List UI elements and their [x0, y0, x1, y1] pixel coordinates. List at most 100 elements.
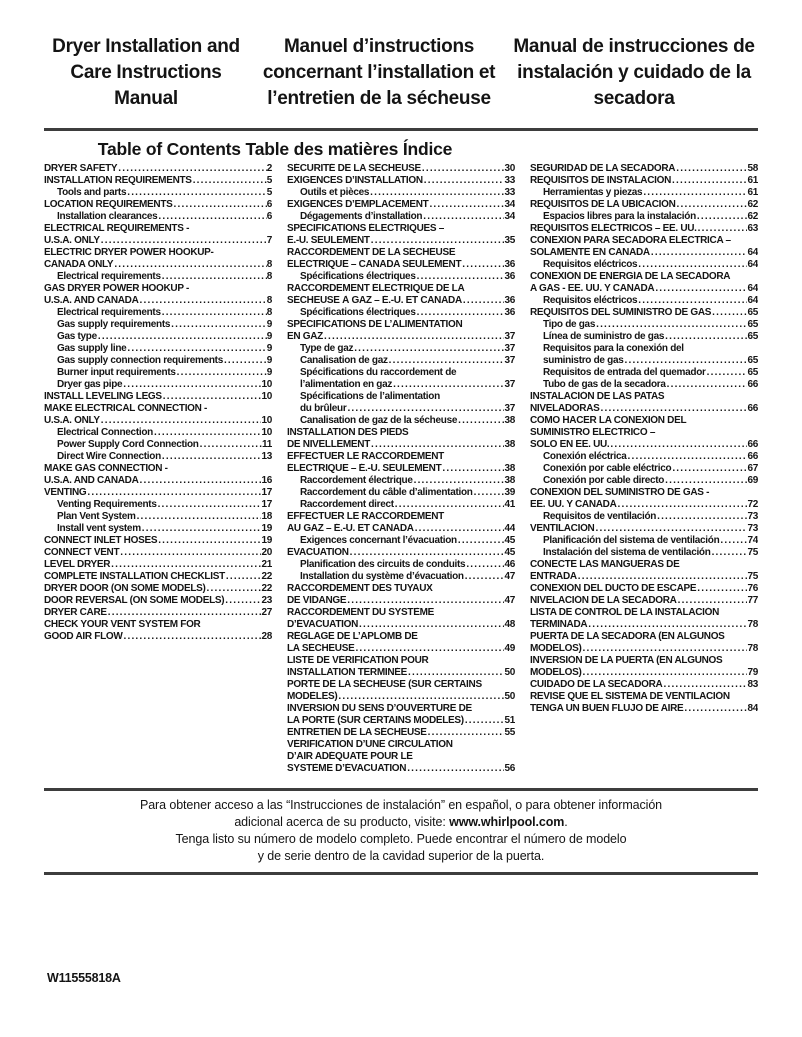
toc-entry: RACCORDEMENT DU SYSTÈME: [287, 607, 515, 619]
toc-entry-label: RACCORDEMENT ÉLECTRIQUE DE LA: [287, 283, 465, 294]
toc-dot-leader: ........................................…: [657, 511, 747, 522]
toc-dot-leader: ........................................…: [706, 367, 748, 378]
toc-entry-label: LOCATION REQUIREMENTS: [44, 199, 173, 210]
toc-dot-leader: ........................................…: [427, 727, 505, 738]
toc-page-number: 9: [266, 319, 272, 330]
toc-entry-label: TENGA UN BUEN FLUJO DE AIRE: [530, 703, 684, 714]
toc-dot-leader: ........................................…: [712, 307, 747, 318]
toc-page-number: 9: [266, 367, 272, 378]
toc-page-number: 38: [504, 463, 515, 474]
toc-entry-label: LISTE DE VÉRIFICATION POUR: [287, 655, 429, 666]
toc-entry-label: Installation du système d’évacuation: [300, 571, 464, 582]
toc-entry: REQUISITOS DEL SUMINISTRO DE GAS........…: [530, 307, 758, 319]
toc-page-number: 75: [747, 571, 758, 582]
toc-page-number: 36: [504, 271, 515, 282]
toc-dot-leader: ........................................…: [192, 175, 267, 186]
toc-page-number: 64: [747, 295, 758, 306]
toc-page-number: 21: [261, 559, 272, 570]
toc-entry-label: Herramientas y piezas: [543, 187, 643, 198]
toc-entry: EXIGENCES D’EMPLACEMENT.................…: [287, 199, 515, 211]
toc-entry-label: Spécifications de l’alimentation: [300, 391, 440, 402]
toc-dot-leader: ........................................…: [666, 379, 748, 390]
toc-entry-label: Exigences concernant l’évacuation: [300, 535, 457, 546]
toc-entry-label: RACCORDEMENT DU SYSTÈME: [287, 607, 434, 618]
toc-dot-leader: ........................................…: [650, 247, 748, 258]
toc-entry: É.-U. SEULEMENT.........................…: [287, 235, 515, 247]
toc-page-number: 47: [504, 571, 515, 582]
toc-entry: EE. UU. Y CANADÁ........................…: [530, 499, 758, 511]
toc-page-number: 61: [747, 175, 758, 186]
toc-page-number: 9: [266, 343, 272, 354]
toc-entry: Spécifications électriques..............…: [287, 271, 515, 283]
toc-entry-label: RACCORDEMENT DE LA SÉCHEUSE: [287, 247, 456, 258]
toc-entry-label: CONEXIÓN PARA SECADORA ELÉCTRICA –: [530, 235, 731, 246]
toc-entry-label: CANADA ONLY: [44, 259, 114, 270]
toc-entry-label: Requisitos de entrada del quemador: [543, 367, 706, 378]
toc-entry: VENTILACIÓN.............................…: [530, 523, 758, 535]
toc-dot-leader: ........................................…: [407, 763, 504, 774]
toc-entry: Tubo de gas de la secadora..............…: [530, 379, 758, 391]
toc-page-number: 73: [747, 511, 758, 522]
toc-entry-label: Raccordement du câble d’alimentation: [300, 487, 473, 498]
toc-entry-label: INVERSION DU SENS D’OUVERTURE DE: [287, 703, 472, 714]
toc-dot-leader: ........................................…: [127, 343, 267, 354]
toc-entry: Plan Vent System........................…: [44, 511, 272, 523]
toc-page-number: 37: [504, 343, 515, 354]
toc-entry: CONNECT VENT............................…: [44, 547, 272, 559]
toc-entry-label: Burner input requirements: [57, 367, 176, 378]
toc-entry: AU GAZ – É.-U. ET CANADA................…: [287, 523, 515, 535]
toc-dot-leader: ........................................…: [87, 487, 261, 498]
toc-entry: MODÈLES)................................…: [287, 691, 515, 703]
toc-dot-leader: ........................................…: [139, 295, 267, 306]
toc-entry-label: Electrical requirements: [57, 307, 161, 318]
toc-entry-label: Venting Requirements: [57, 499, 157, 510]
toc-entry-label: RÉGLAGE DE L’APLOMB DE: [287, 631, 418, 642]
toc-heading: Table of Contents Table des matières Índ…: [97, 139, 453, 159]
toc-entry: PUERTA DE LA SECADORA (EN ALGUNOS: [530, 631, 758, 643]
divider-top: [44, 128, 758, 131]
toc-dot-leader: ........................................…: [388, 355, 505, 366]
toc-entry: Planification des circuits de conduits..…: [287, 559, 515, 571]
toc-entry-label: REQUISITOS DE LA UBICACIÓN: [530, 199, 676, 210]
toc-entry-label: TERMINADA: [530, 619, 588, 630]
toc-page-number: 50: [504, 667, 515, 678]
toc-page-number: 9: [266, 331, 272, 342]
toc-entry: Gas supply requirements.................…: [44, 319, 272, 331]
toc-page-number: 55: [504, 727, 515, 738]
toc-entry-label: RACCORDEMENT DES TUYAUX: [287, 583, 433, 594]
toc-entry-label: LISTA DE CONTROL DE LA INSTALACIÓN: [530, 607, 720, 618]
toc-page-number: 66: [747, 439, 758, 450]
toc-page-number: 65: [747, 319, 758, 330]
toc-entry-label: MAKE ELECTRICAL CONNECTION -: [44, 403, 208, 414]
toc-entry: Instalación del sistema de ventilación..…: [530, 547, 758, 559]
toc-entry-label: Outils et pièces: [300, 187, 370, 198]
toc-entry: Dégagements d’installation..............…: [287, 211, 515, 223]
toc-entry: ÉLECTRIQUE – CANADA SEULEMENT...........…: [287, 259, 515, 271]
toc-page-number: 5: [266, 187, 272, 198]
toc-entry-label: l’alimentation en gaz: [300, 379, 393, 390]
toc-entry-label: CUIDADO DE LA SECADORA: [530, 679, 663, 690]
toc-dot-leader: ........................................…: [338, 691, 504, 702]
toc-dot-leader: ........................................…: [711, 547, 748, 558]
toc-entry: Burner input requirements...............…: [44, 367, 272, 379]
toc-page-number: 17: [261, 499, 272, 510]
toc-dot-leader: ........................................…: [153, 427, 262, 438]
toc-entry: CONEXIÓN DEL SUMINISTRO DE GAS -: [530, 487, 758, 499]
toc-entry-label: ENTRADA: [530, 571, 577, 582]
toc-entry: Electrical requirements.................…: [44, 271, 272, 283]
toc-entry-label: CHECK YOUR VENT SYSTEM FOR: [44, 619, 201, 630]
toc-dot-leader: ........................................…: [97, 331, 267, 342]
toc-entry-label: COMPLETE INSTALLATION CHECKLIST: [44, 571, 225, 582]
toc-entry: Venting Requirements....................…: [44, 499, 272, 511]
toc-entry-label: EXIGENCES D’EMPLACEMENT: [287, 199, 429, 210]
toc-dot-leader: ........................................…: [676, 199, 748, 210]
toc-page-number: 10: [261, 415, 272, 426]
toc-dot-leader: ........................................…: [162, 391, 262, 402]
toc-entry-label: SPÉCIFICATIONS ÉLECTRIQUES –: [287, 223, 444, 234]
toc-entry-label: Instalación del sistema de ventilación: [543, 547, 711, 558]
toc-entry-label: Dryer gas pipe: [57, 379, 123, 390]
toc-dot-leader: ........................................…: [359, 619, 505, 630]
toc-entry-label: REQUISITOS DE INSTALACIÓN: [530, 175, 672, 186]
toc-entry: SEGURIDAD DE LA SECADORA................…: [530, 163, 758, 175]
toc-entry: MODELOS)................................…: [530, 667, 758, 679]
